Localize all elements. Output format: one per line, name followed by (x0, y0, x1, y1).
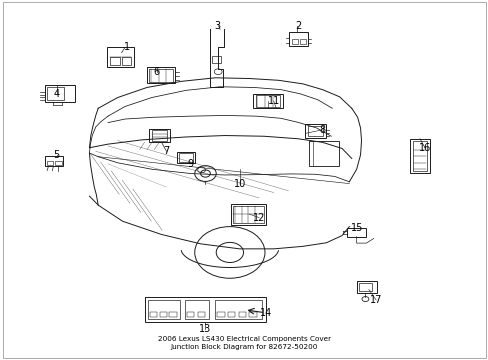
Bar (215, 300, 261, 319)
Bar (211, 56, 220, 63)
Text: 6: 6 (153, 67, 160, 77)
Text: 11: 11 (267, 96, 279, 106)
Bar (147, 67, 175, 83)
Text: 3: 3 (214, 21, 220, 31)
Bar (122, 57, 131, 65)
Bar (152, 130, 167, 141)
Bar (46, 161, 53, 165)
Bar (150, 312, 157, 318)
Bar (110, 57, 120, 65)
Text: 12: 12 (252, 213, 265, 222)
Bar (186, 312, 194, 318)
Text: 1: 1 (124, 42, 130, 52)
Bar (289, 32, 307, 45)
Bar (217, 312, 224, 318)
Text: 13: 13 (199, 324, 211, 334)
Text: 17: 17 (369, 295, 382, 305)
Bar (55, 161, 61, 165)
Bar (249, 312, 256, 318)
Bar (107, 47, 134, 67)
Bar (255, 95, 280, 107)
Text: 8: 8 (319, 125, 325, 135)
Bar (238, 312, 245, 318)
Bar (44, 156, 63, 166)
Text: 10: 10 (233, 179, 245, 189)
Bar (184, 300, 209, 319)
Text: 15: 15 (350, 224, 362, 233)
Text: 16: 16 (418, 143, 430, 153)
Bar (227, 312, 235, 318)
Bar (412, 140, 427, 171)
Bar (409, 139, 429, 173)
Bar (356, 282, 376, 293)
Bar (305, 124, 325, 138)
Bar (159, 312, 166, 318)
Bar (346, 228, 366, 237)
Bar (307, 126, 323, 136)
Text: 14: 14 (260, 308, 272, 318)
Bar (233, 206, 263, 223)
Bar (179, 153, 192, 162)
Bar (358, 283, 371, 291)
Bar (47, 87, 64, 100)
Bar (230, 204, 265, 225)
Text: 9: 9 (187, 159, 194, 169)
Text: 4: 4 (54, 89, 60, 99)
Bar (149, 129, 169, 142)
Bar (44, 85, 75, 102)
Bar (291, 40, 297, 44)
Bar (300, 40, 305, 44)
Text: 2: 2 (294, 21, 301, 31)
Bar (149, 69, 172, 82)
Bar (144, 297, 266, 321)
Bar (197, 312, 204, 318)
Bar (253, 94, 282, 108)
Bar (308, 140, 338, 166)
Text: 7: 7 (163, 146, 169, 156)
Bar (177, 152, 194, 163)
Bar (148, 300, 179, 319)
Text: 5: 5 (54, 150, 60, 160)
Bar (169, 312, 176, 318)
Text: 2006 Lexus LS430 Electrical Components Cover
Junction Block Diagram for 82672-50: 2006 Lexus LS430 Electrical Components C… (158, 336, 330, 350)
